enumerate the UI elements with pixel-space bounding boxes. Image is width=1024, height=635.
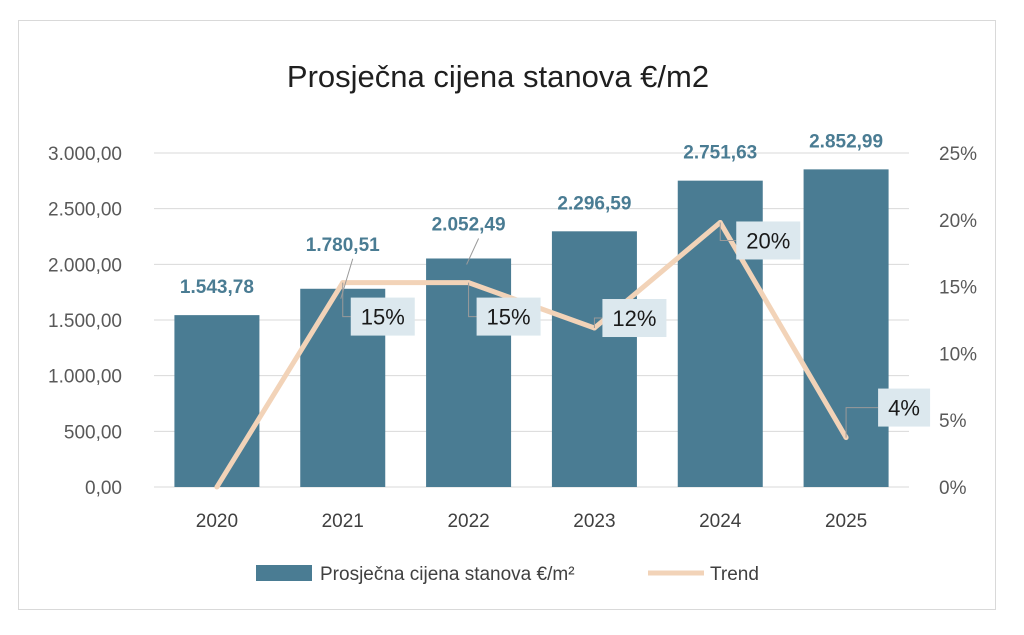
y2-axis-tick-label: 20% [939,211,977,232]
bar-layer [174,169,889,487]
y-axis-tick-label: 3.000,00 [48,144,122,165]
bar-data-label: 2.852,99 [809,131,883,152]
trend-label-leader [845,407,879,438]
y2-axis-tick-label: 10% [939,344,977,365]
trend-data-label: 15% [361,305,405,330]
x-axis-tick-label: 2024 [699,511,742,532]
trend-point [214,484,220,490]
bar-data-label: 1.780,51 [306,235,380,256]
y2-axis-tick-label: 5% [939,411,967,432]
y-axis-tick-label: 500,00 [64,422,122,443]
legend: Prosječna cijena stanova €/m² Trend [256,564,759,585]
legend-swatch-bar [256,565,312,581]
chart-frame: Prosječna cijena stanova €/m2 1.543,78 1.… [18,20,996,610]
trend-data-label: 4% [888,396,920,421]
x-axis-tick-label: 2020 [196,511,238,532]
x-axis-tick-label: 2023 [573,511,615,532]
bar [174,315,260,487]
y-axis-tick-label: 1.000,00 [48,367,122,388]
bar-data-label: 2.296,59 [557,193,631,214]
x-axis-tick-label: 2021 [322,511,364,532]
bar-data-label: 2.751,63 [683,143,757,164]
y-axis-tick-label: 0,00 [85,478,122,499]
bar-data-label: 2.052,49 [432,214,506,235]
trend-label-box [602,299,667,338]
trend-label-box [878,388,931,427]
axis-layer: 0,00 500,00 1.000,00 1.500,00 2.000,00 2.500,… [48,144,977,532]
x-axis-tick-label: 2025 [825,511,867,532]
trend-label-leader [719,222,737,241]
bar-data-label: 1.543,78 [180,277,254,298]
bar [551,231,637,487]
trend-data-label: 20% [746,228,790,253]
trend-label-box [476,297,541,336]
chart-title: Prosječna cijena stanova €/m2 [287,59,709,94]
x-axis-tick-label: 2022 [447,511,489,532]
trend-label-box [350,297,415,336]
bar-label-leader [466,238,480,265]
label-layer: 1.543,78 1.780,51 2.052,49 2.296,59 2.751,63… [180,131,931,438]
trend-label-box [736,221,801,260]
trend-label-leader [593,317,603,329]
trend-label-leader [342,282,351,318]
trend-label-leader [468,282,477,318]
y2-axis-tick-label: 25% [939,144,977,165]
y2-axis-tick-label: 0% [939,478,967,499]
y-axis-tick-label: 2.000,00 [48,255,122,276]
y2-axis-tick-label: 15% [939,278,977,299]
trend-data-label: 15% [487,305,531,330]
legend-label-bar: Prosječna cijena stanova €/m² [320,564,575,585]
trend-data-label: 12% [612,306,656,331]
y-axis-tick-label: 2.500,00 [48,200,122,221]
legend-label-line: Trend [710,564,759,585]
chart-svg: Prosječna cijena stanova €/m2 1.543,781.… [48,59,977,585]
grid-layer [154,152,909,488]
y-axis-tick-label: 1.500,00 [48,311,122,332]
